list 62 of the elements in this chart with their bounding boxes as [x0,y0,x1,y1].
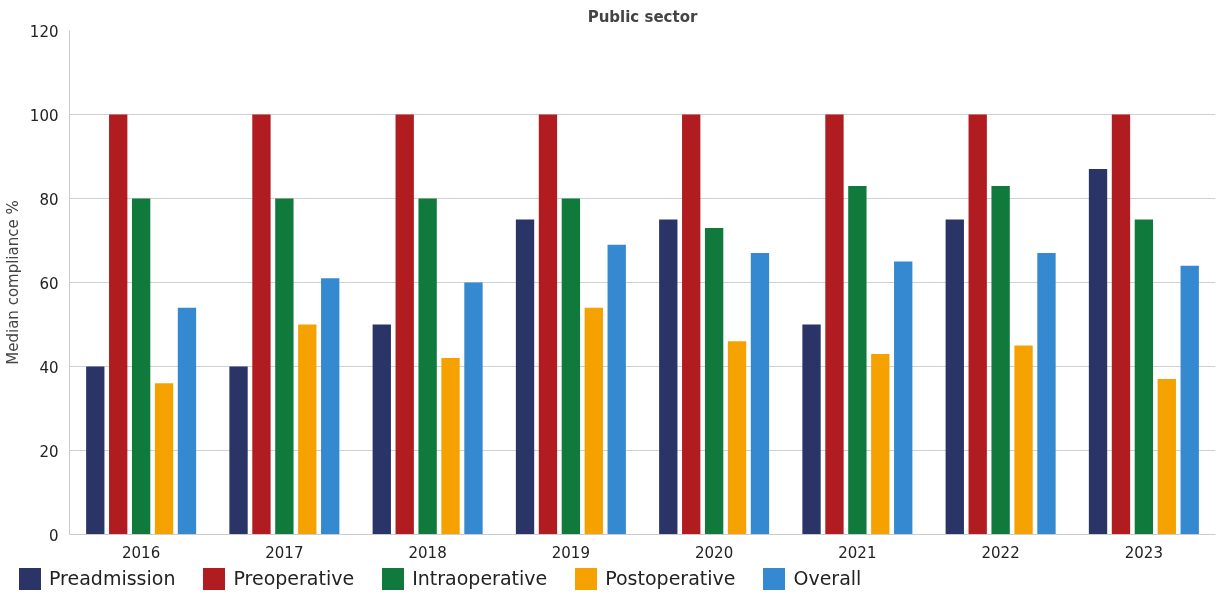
x-tick-label: 2021 [838,543,877,562]
bar [682,114,701,535]
x-tick-label: 2017 [265,543,304,562]
legend-label: Overall [793,566,862,591]
bar [727,341,747,535]
y-tick-label: 0 [48,526,59,545]
bar [418,198,437,535]
bar [109,114,128,535]
bar [1180,265,1199,535]
x-tick-label: 2016 [122,543,161,562]
bar [894,261,913,535]
x-tick-label: 2018 [408,543,447,562]
bar [515,219,535,535]
bar [704,227,724,535]
bar [1157,379,1176,535]
bar [659,219,678,535]
bar [464,282,483,535]
legend-label: Preadmission [49,566,176,591]
bar [1111,114,1131,535]
bar [825,114,844,535]
bar [372,324,391,535]
y-tick-label: 120 [29,22,59,41]
y-tick-label: 100 [29,106,59,125]
y-tick-label: 40 [39,358,59,377]
bar [441,358,460,535]
bar [321,278,340,535]
bar [229,366,248,535]
bar [538,114,558,535]
bar [750,253,770,535]
legend-label: Postoperative [605,566,736,591]
bar [607,244,626,535]
x-tick-label: 2023 [1124,543,1163,562]
bar [275,198,294,535]
bar [1037,253,1056,535]
legend-label: Intraoperative [412,566,548,591]
bar [131,198,151,535]
y-tick-label: 60 [39,274,59,293]
bar [871,353,890,535]
bar [945,219,964,535]
bar [848,185,867,535]
bar [1134,219,1154,535]
x-tick-label: 2019 [551,543,590,562]
bar [968,114,987,535]
x-tick-label: 2022 [981,543,1020,562]
bar [584,307,603,535]
bar [86,366,105,535]
y-tick-label: 80 [39,190,59,209]
y-tick-label: 20 [39,442,59,461]
chart-title: Public sector [587,7,698,26]
bar [177,307,197,535]
bar [298,324,317,535]
bar [1088,169,1108,535]
bar [561,198,581,535]
x-tick-label: 2020 [695,543,734,562]
bar [1014,345,1033,535]
bar [252,114,271,535]
bar [395,114,414,535]
bar [991,185,1010,535]
legend-label: Preoperative [233,566,355,591]
y-axis-title: Median compliance % [3,200,22,365]
bar [802,324,821,535]
bar [154,383,174,535]
